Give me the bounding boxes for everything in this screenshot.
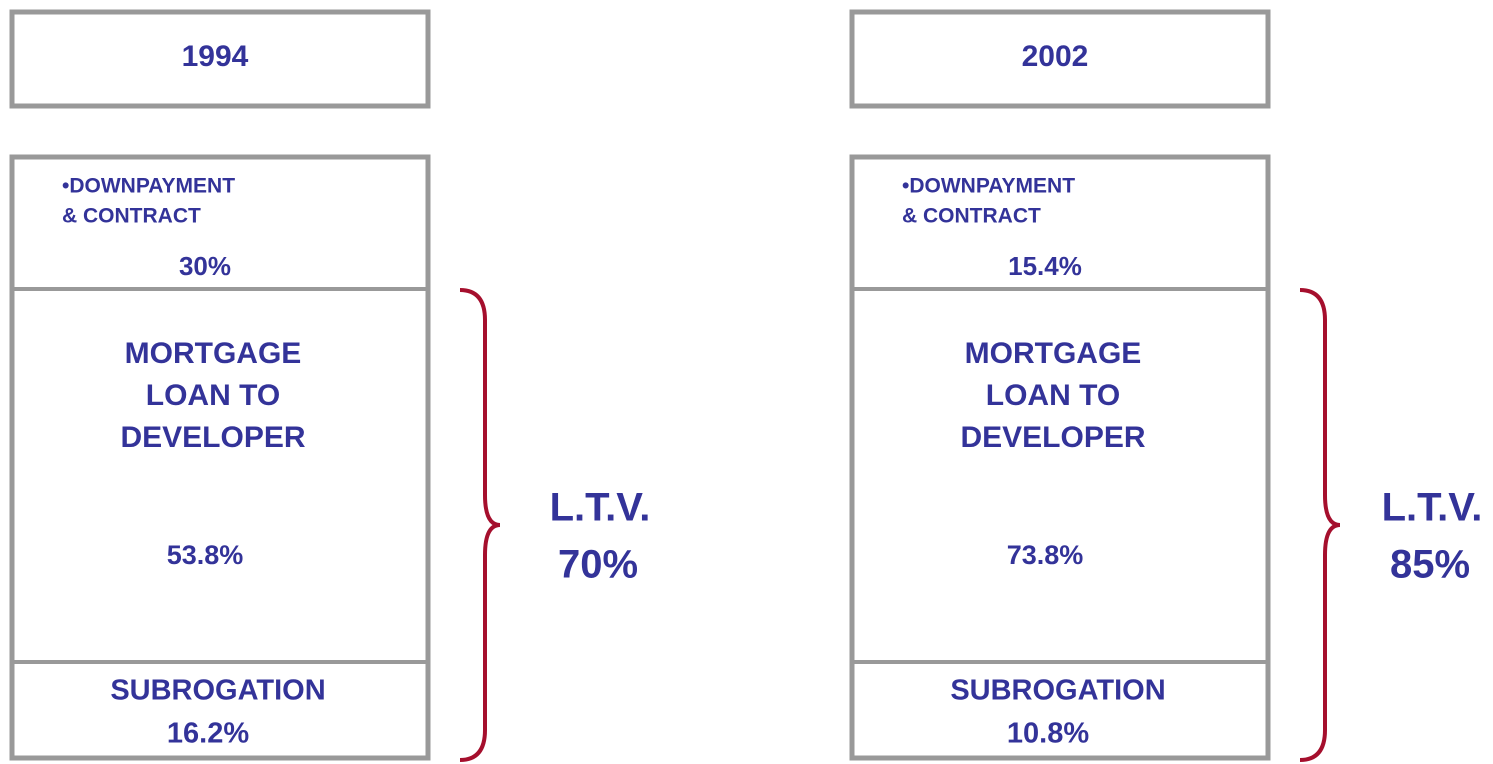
subrogation-value: 16.2% <box>167 718 249 750</box>
year-box <box>849 9 1271 109</box>
ltv-label: L.T.V. <box>1382 486 1483 530</box>
downpayment-value: 30% <box>179 251 231 281</box>
brace <box>459 288 501 762</box>
downpayment-label: & CONTRACT <box>62 205 201 228</box>
downpayment-label: •DOWNPAYMENT <box>62 175 235 198</box>
mortgage-label: LOAN TO <box>146 379 280 412</box>
downpayment-value: 15.4% <box>1008 251 1082 281</box>
year: 1994 <box>182 40 249 73</box>
mortgage-value: 53.8% <box>167 540 244 570</box>
ltv-value: 70% <box>558 543 638 587</box>
mortgage-label: LOAN TO <box>986 379 1120 412</box>
brace <box>1299 288 1341 762</box>
subrogation-label: SUBROGATION <box>110 675 325 707</box>
ltv-label: L.T.V. <box>550 486 651 530</box>
mortgage-value: 73.8% <box>1007 540 1084 570</box>
downpayment-label: •DOWNPAYMENT <box>902 175 1075 198</box>
subrogation-value: 10.8% <box>1007 718 1089 750</box>
year-box <box>9 9 431 109</box>
year: 2002 <box>1022 40 1089 73</box>
mortgage-label: MORTGAGE <box>965 337 1142 370</box>
stack-box <box>849 154 1271 761</box>
mortgage-label: MORTGAGE <box>125 337 302 370</box>
mortgage-label: DEVELOPER <box>960 421 1145 454</box>
subrogation-label: SUBROGATION <box>950 675 1165 707</box>
stack-box <box>9 154 431 761</box>
mortgage-label: DEVELOPER <box>120 421 305 454</box>
downpayment-label: & CONTRACT <box>902 205 1041 228</box>
ltv-value: 85% <box>1390 543 1470 587</box>
